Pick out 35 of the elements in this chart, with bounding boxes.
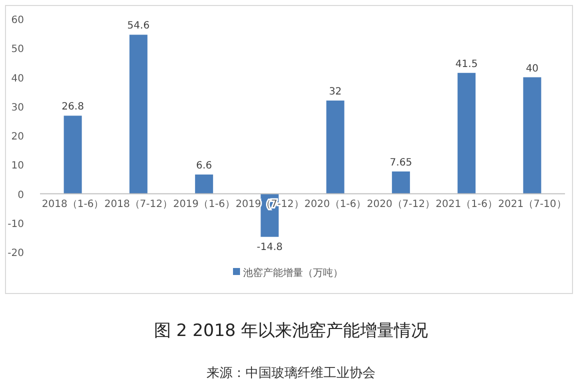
x-tick-label: 2018（1-6） [42, 198, 104, 210]
y-tick-label: 60 [11, 15, 24, 26]
y-tick-label: 50 [11, 44, 24, 56]
x-tick-label: 2021（1-6） [436, 198, 498, 210]
bar [392, 171, 410, 194]
x-tick-label: 2021（7-10） [498, 198, 566, 210]
legend: 池窑产能增量（万吨） [233, 268, 343, 279]
y-tick-label: -20 [8, 248, 24, 259]
y-tick-label: 10 [11, 160, 24, 172]
x-tick-label: 2020（1-6） [304, 198, 366, 210]
data-label: 54.6 [127, 20, 150, 32]
data-label: 40 [526, 63, 539, 74]
x-tick-label: 2018（7-12） [104, 198, 173, 210]
x-tick-label: 2019（1-6） [173, 198, 235, 210]
source-note: 来源：中国玻璃纤维工业协会 [206, 366, 376, 381]
data-label: 32 [328, 86, 342, 98]
x-tick-label: 2020（7-12） [366, 198, 436, 210]
bar [129, 34, 148, 194]
data-label: 7.65 [390, 157, 412, 168]
bar [326, 100, 344, 194]
bar [195, 174, 214, 194]
data-label: 6.6 [196, 160, 212, 172]
y-tick-label: 0 [18, 190, 24, 201]
bar [458, 72, 476, 194]
data-label: 41.5 [455, 58, 478, 70]
y-tick-label: 40 [11, 73, 24, 84]
y-tick-label: 30 [11, 102, 24, 114]
legend-label: 池窑产能增量（万吨） [243, 267, 343, 279]
bar [64, 116, 82, 194]
text: 图 2 2018 年以来池窑产能增量情况 [154, 321, 428, 341]
data-label: -14.8 [256, 242, 283, 253]
y-tick-label: -10 [8, 218, 24, 230]
data-label: 26.8 [62, 102, 84, 113]
y-tick-label: 20 [11, 132, 24, 142]
bar [523, 77, 542, 194]
